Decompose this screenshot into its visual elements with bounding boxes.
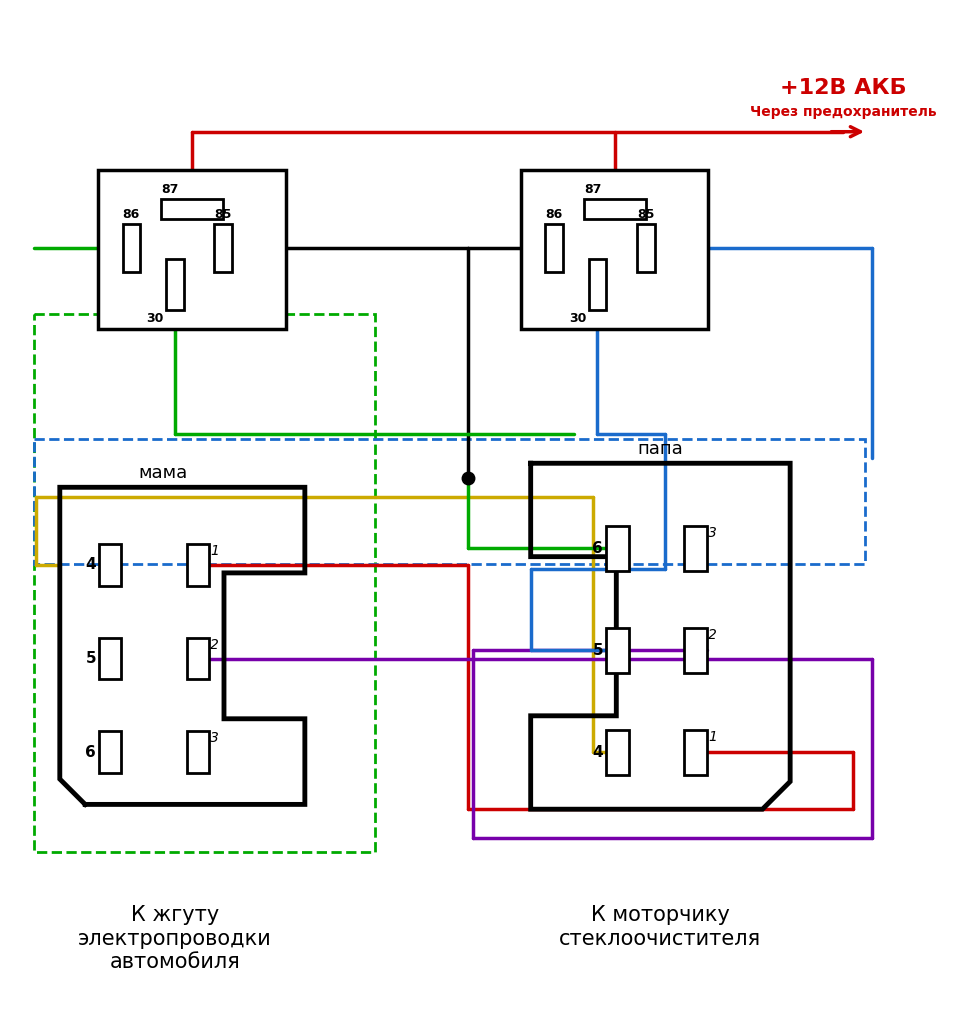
Text: К моторчику
стеклоочистителя: К моторчику стеклоочистителя	[560, 906, 761, 948]
Text: 85: 85	[214, 209, 231, 221]
Bar	[99, 544, 121, 586]
Bar	[99, 638, 121, 679]
Bar	[521, 170, 708, 328]
Text: 87: 87	[161, 182, 179, 196]
Bar	[637, 224, 655, 271]
Bar	[187, 731, 209, 773]
Text: 3: 3	[210, 731, 219, 746]
Text: К жгуту
электропроводки
автомобиля: К жгуту электропроводки автомобиля	[79, 906, 272, 971]
Bar	[606, 729, 630, 775]
Bar	[161, 199, 223, 219]
Bar	[214, 224, 232, 271]
Text: 5: 5	[85, 651, 96, 666]
Text: 6: 6	[85, 745, 96, 760]
Bar	[684, 628, 708, 673]
Text: папа: папа	[637, 441, 684, 459]
Text: 2: 2	[210, 638, 219, 652]
Text: 6: 6	[592, 541, 603, 555]
Bar	[123, 224, 140, 271]
Text: 1: 1	[210, 544, 219, 558]
Text: 30: 30	[147, 312, 164, 324]
Text: мама: мама	[138, 465, 187, 482]
Text: 2: 2	[708, 628, 717, 641]
Text: 3: 3	[708, 526, 717, 540]
Text: 4: 4	[85, 557, 96, 572]
Bar	[34, 440, 865, 564]
Bar	[584, 199, 646, 219]
Text: 85: 85	[637, 209, 655, 221]
Text: +12В АКБ: +12В АКБ	[780, 78, 906, 98]
Bar	[588, 259, 607, 310]
Bar	[545, 224, 564, 271]
Bar	[187, 544, 209, 586]
Text: 86: 86	[123, 209, 140, 221]
Bar	[684, 729, 708, 775]
Text: 1: 1	[708, 729, 717, 744]
Text: 86: 86	[545, 209, 563, 221]
Text: Через предохранитель: Через предохранитель	[750, 105, 936, 120]
Bar	[684, 526, 708, 570]
Bar	[99, 731, 121, 773]
Bar	[606, 526, 630, 570]
Bar	[166, 259, 183, 310]
Text: 87: 87	[585, 182, 602, 196]
Text: 4: 4	[592, 745, 603, 760]
Bar	[98, 170, 286, 328]
Bar	[34, 314, 375, 853]
Bar	[606, 628, 630, 673]
Bar	[187, 638, 209, 679]
Text: 30: 30	[569, 312, 587, 324]
Text: 5: 5	[592, 642, 603, 657]
